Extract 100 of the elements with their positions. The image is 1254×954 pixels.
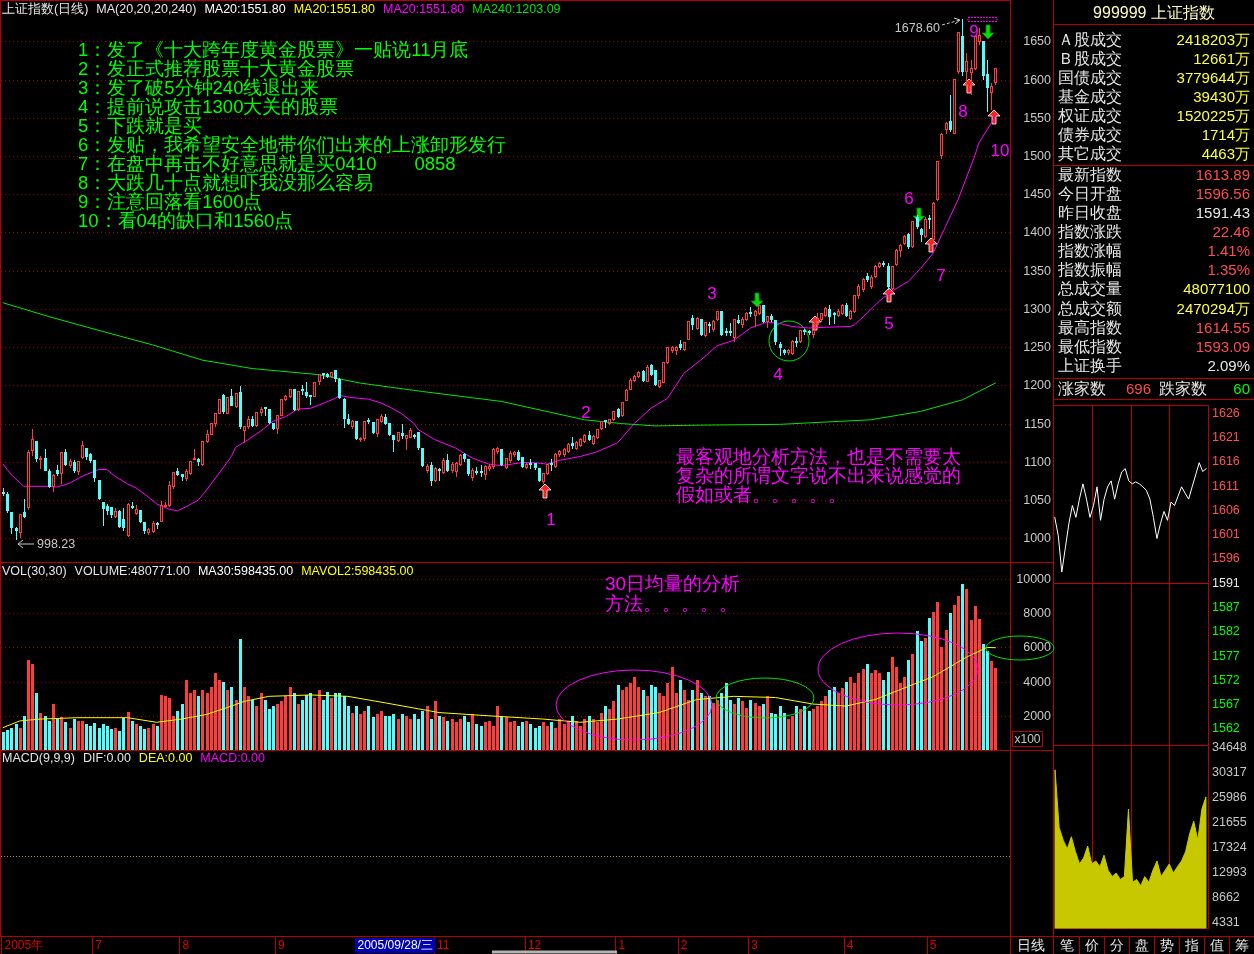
- category-label: 上证换手: [1058, 357, 1122, 374]
- category-label: 2: [680, 937, 688, 952]
- category-label: 跌家数: [1159, 379, 1207, 397]
- category-label: 指: [1183, 937, 1199, 953]
- y-tick-label: 1611: [1212, 478, 1239, 493]
- category-label: 笔: [1059, 937, 1074, 953]
- annotation: 3: [707, 283, 717, 303]
- annotation: 6: [904, 188, 914, 208]
- text: 1593.09: [1195, 337, 1250, 355]
- y-tick-label: 17324: [1212, 840, 1247, 854]
- y-tick-label: 34648: [1212, 740, 1247, 754]
- text: 39430万: [1193, 87, 1250, 105]
- category-label: 涨家数: [1058, 379, 1106, 397]
- annotation: 1：发了《十大跨年度黄金股票》一贴说11月底: [78, 38, 469, 60]
- text: MACD:0.00: [200, 751, 266, 765]
- category-label: 筹: [1234, 937, 1249, 953]
- annotation: 5: [884, 313, 894, 333]
- y-tick-label: 1100: [1024, 454, 1052, 469]
- text: 2.09%: [1207, 357, 1250, 374]
- text: 1.41%: [1207, 242, 1250, 260]
- y-axis-title: x100: [1014, 732, 1041, 746]
- y-tick-label: 8662: [1212, 890, 1240, 904]
- annotation: 10: [990, 140, 1010, 160]
- annotation: 4: [773, 364, 783, 384]
- y-tick-label: 10000: [1016, 572, 1052, 587]
- y-tick-label: 1596: [1212, 551, 1240, 566]
- y-tick-label: 25986: [1212, 790, 1247, 804]
- category-label: 指数振幅: [1057, 261, 1122, 279]
- text: DEA:0.00: [138, 751, 193, 765]
- category-label: Ｂ股成交: [1058, 49, 1122, 67]
- category-label: 最低指数: [1058, 337, 1122, 355]
- y-tick-label: 1572: [1212, 672, 1240, 687]
- text: 2418203万: [1176, 30, 1250, 48]
- category-label: 国债成交: [1058, 68, 1122, 86]
- category-label: 总成交额: [1057, 299, 1122, 317]
- y-tick-label: 1601: [1212, 527, 1240, 542]
- category-label: Ａ股成交: [1058, 30, 1122, 48]
- y-tick-label: 1616: [1212, 454, 1240, 469]
- chart-title: VOL(30,30): [2, 564, 67, 578]
- text: MACD(9,9,9): [2, 751, 75, 765]
- category-label: 今日开盘: [1058, 184, 1122, 202]
- category-label: 基金成交: [1058, 87, 1122, 105]
- y-tick-label: 1600: [1023, 72, 1052, 87]
- text: 1520225万: [1176, 107, 1250, 125]
- category-label: 价: [1083, 937, 1099, 953]
- y-tick-label: 1577: [1212, 648, 1240, 663]
- y-tick-label: 1550: [1023, 110, 1052, 125]
- text: 999999 上证指数: [1093, 3, 1215, 21]
- annotation: 1678.60: [894, 21, 941, 35]
- legend-label: MA20:1551.80: [293, 2, 376, 16]
- category-label: 9: [277, 937, 285, 952]
- text: 4463万: [1201, 145, 1250, 163]
- y-tick-label: 1150: [1024, 416, 1052, 431]
- category-label: 11: [436, 937, 450, 952]
- annotation: 2: [581, 402, 591, 422]
- text: 60: [1233, 379, 1250, 397]
- y-tick-label: 1582: [1212, 624, 1240, 639]
- text: 3779644万: [1176, 68, 1250, 86]
- category-label: 3: [751, 937, 759, 952]
- y-tick-label: 1350: [1023, 263, 1052, 278]
- category-label: 其它成交: [1058, 145, 1122, 163]
- category-label: 债券成交: [1058, 126, 1122, 144]
- annotation: 30日均量的分析方法。。。。。: [605, 572, 741, 614]
- category-label: 日线: [1017, 937, 1045, 953]
- category-label: 12: [527, 937, 542, 952]
- y-tick-label: 12993: [1212, 865, 1247, 879]
- category-label: 最新指数: [1058, 165, 1122, 183]
- legend-label: MA20:1551.80: [204, 2, 286, 16]
- annotation: 最客观地分析方法，也是不需要太复杂的所谓文字说不出来说感觉的假如或者。。。。。: [676, 445, 961, 505]
- y-tick-label: 6000: [1023, 640, 1052, 655]
- category-label: 值: [1209, 937, 1224, 953]
- text: 1714万: [1201, 126, 1250, 144]
- category-label: 昨日收盘: [1058, 203, 1122, 221]
- y-tick-label: 8000: [1023, 606, 1052, 621]
- y-tick-label: 2000: [1023, 708, 1052, 723]
- y-tick-label: 1562: [1212, 721, 1240, 736]
- annotation: 1: [546, 509, 556, 529]
- y-tick-label: 1500: [1023, 148, 1052, 163]
- text: 48077100: [1183, 280, 1250, 298]
- category-label: 5: [929, 937, 937, 952]
- text: MA240:1203.09: [472, 2, 561, 16]
- text: 2470294万: [1176, 299, 1250, 317]
- text: 1591.43: [1195, 203, 1250, 221]
- y-tick-label: 1591: [1212, 575, 1240, 590]
- text: 1613.89: [1195, 165, 1250, 183]
- category-label: 7: [95, 937, 103, 952]
- category-label: 最高指数: [1058, 318, 1122, 336]
- category-label: 总成交量: [1057, 280, 1122, 298]
- text: DIF:0.00: [82, 751, 131, 765]
- legend-label: MA30:598435.00: [197, 564, 294, 578]
- y-tick-label: 1200: [1023, 378, 1052, 393]
- text: 696: [1125, 379, 1151, 397]
- y-tick-label: 4000: [1023, 674, 1052, 689]
- text: MAVOL2:598435.00: [301, 564, 414, 578]
- y-tick-label: 1400: [1023, 225, 1052, 240]
- category-label: 1: [618, 937, 626, 952]
- text: 22.46: [1212, 222, 1250, 240]
- chart-title: 上证指数(日线): [2, 2, 89, 16]
- text: 12661万: [1193, 49, 1250, 67]
- category-label: 8: [182, 937, 190, 952]
